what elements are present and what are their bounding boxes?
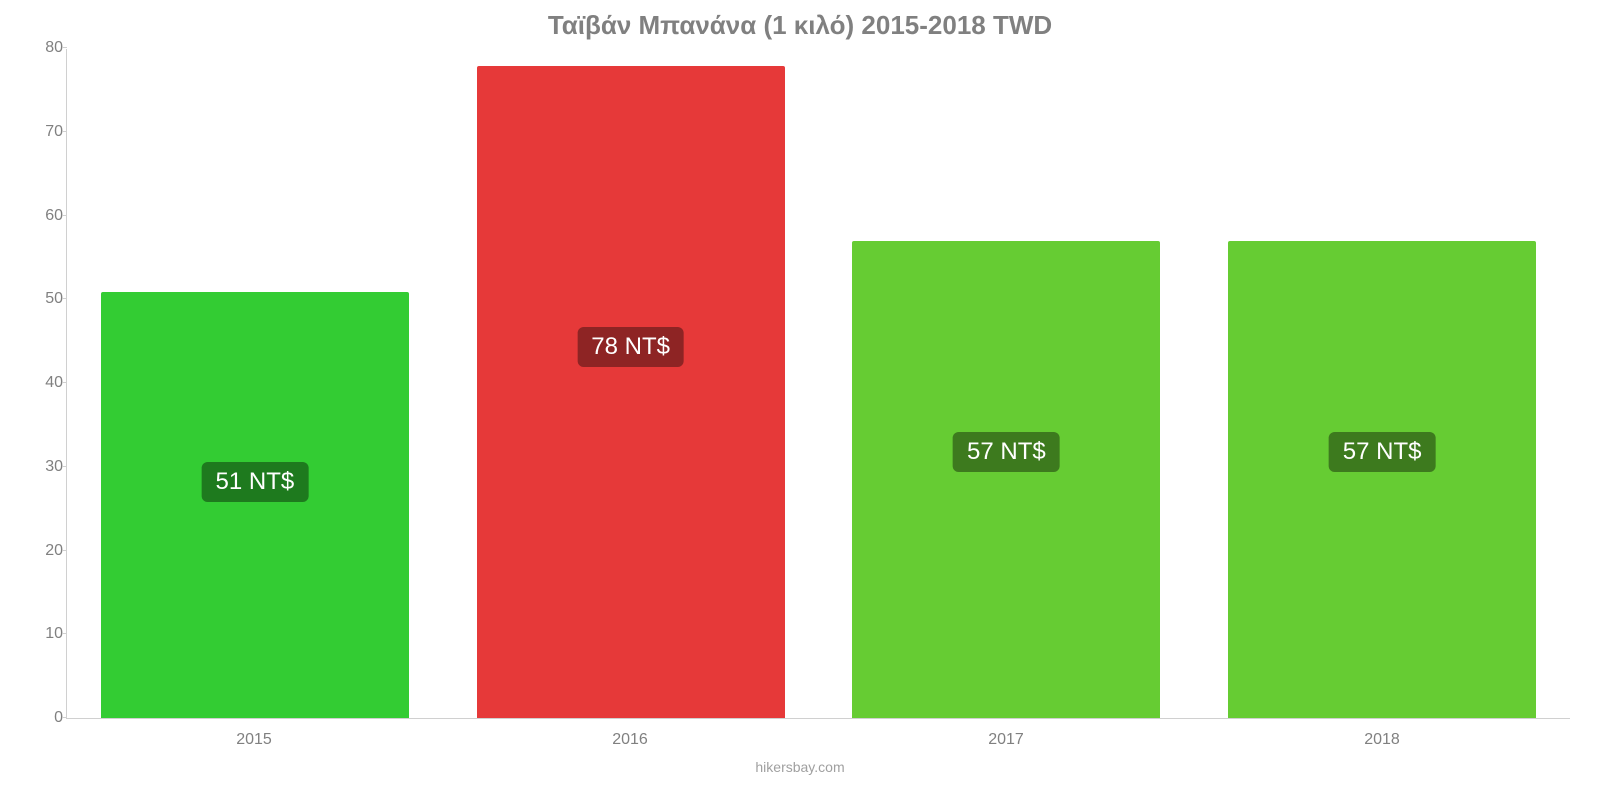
value-badge: 51 NT$ (202, 462, 309, 502)
x-tick-label: 2016 (442, 731, 818, 749)
y-tick-mark (62, 466, 67, 467)
bar-slot: 51 NT$ (67, 49, 443, 718)
bar: 78 NT$ (477, 66, 785, 718)
y-tick-mark (62, 633, 67, 634)
y-tick-mark (62, 298, 67, 299)
y-tick-mark (62, 47, 67, 48)
y-tick-mark (62, 550, 67, 551)
bar-slot: 57 NT$ (819, 49, 1195, 718)
plot-area: 51 NT$78 NT$57 NT$57 NT$ 010203040506070… (66, 49, 1570, 719)
y-tick-mark (62, 215, 67, 216)
x-tick-label: 2015 (66, 731, 442, 749)
bar-slot: 78 NT$ (443, 49, 819, 718)
x-axis-labels: 2015201620172018 (66, 731, 1570, 749)
y-tick-mark (62, 717, 67, 718)
bar: 57 NT$ (1228, 241, 1536, 718)
y-tick-label: 20 (23, 542, 63, 560)
y-tick-label: 10 (23, 625, 63, 643)
y-tick-label: 70 (23, 123, 63, 141)
y-tick-mark (62, 131, 67, 132)
value-badge: 78 NT$ (577, 327, 684, 367)
attribution: hikersbay.com (10, 759, 1590, 775)
chart-container: Ταϊβάν Μπανάνα (1 κιλό) 2015-2018 TWD 51… (10, 10, 1590, 790)
x-tick-label: 2017 (818, 731, 1194, 749)
y-tick-label: 80 (23, 39, 63, 57)
y-tick-label: 60 (23, 207, 63, 225)
y-tick-label: 40 (23, 374, 63, 392)
chart-title: Ταϊβάν Μπανάνα (1 κιλό) 2015-2018 TWD (10, 10, 1590, 41)
y-tick-label: 30 (23, 458, 63, 476)
value-badge: 57 NT$ (953, 432, 1060, 472)
bar-slot: 57 NT$ (1194, 49, 1570, 718)
y-tick-label: 0 (23, 709, 63, 727)
x-tick-label: 2018 (1194, 731, 1570, 749)
bar: 51 NT$ (101, 292, 409, 718)
y-tick-label: 50 (23, 290, 63, 308)
y-tick-mark (62, 382, 67, 383)
bars-row: 51 NT$ 78 NT$ 57 NT$ 57 NT$ (67, 49, 1570, 718)
bar: 57 NT$ (852, 241, 1160, 718)
value-badge: 57 NT$ (1329, 432, 1436, 472)
